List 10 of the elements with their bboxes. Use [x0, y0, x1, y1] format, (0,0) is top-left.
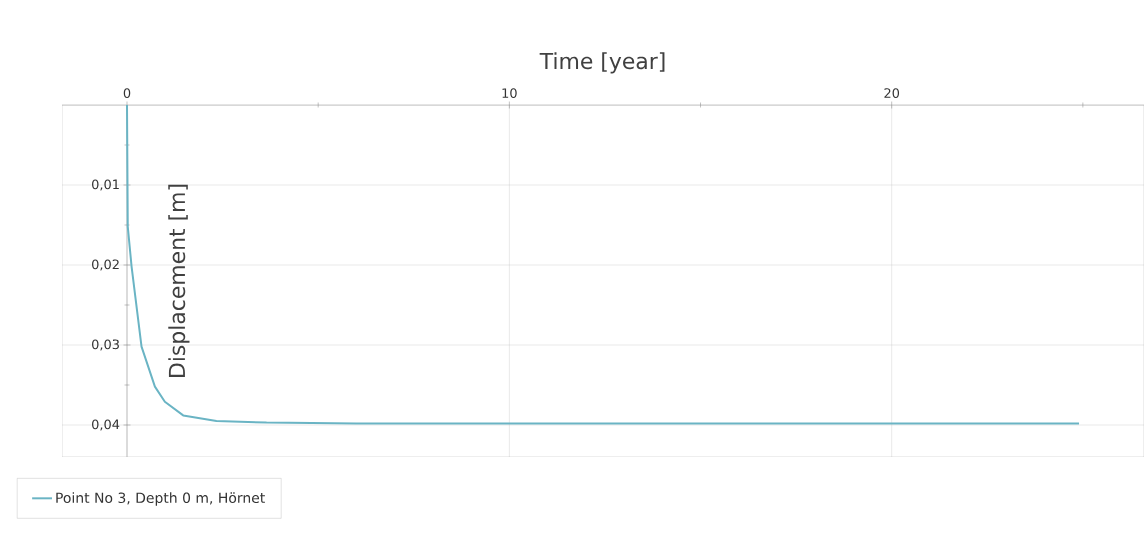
x-tick-label: 10: [502, 88, 517, 98]
y-tick-label: 0,04: [92, 419, 120, 431]
x-axis-title: Time [year]: [539, 52, 665, 74]
y-tick-label: 0,01: [92, 179, 119, 191]
y-tick-label: 0,02: [92, 259, 119, 271]
legend-label: Point No 3, Depth 0 m, Hörnet: [56, 492, 265, 506]
y-tick-label: 0,03: [92, 339, 119, 351]
y-axis-title: Displacement [m]: [168, 184, 190, 377]
x-tick-label: 0: [123, 88, 131, 98]
x-tick-label: 20: [884, 88, 900, 98]
